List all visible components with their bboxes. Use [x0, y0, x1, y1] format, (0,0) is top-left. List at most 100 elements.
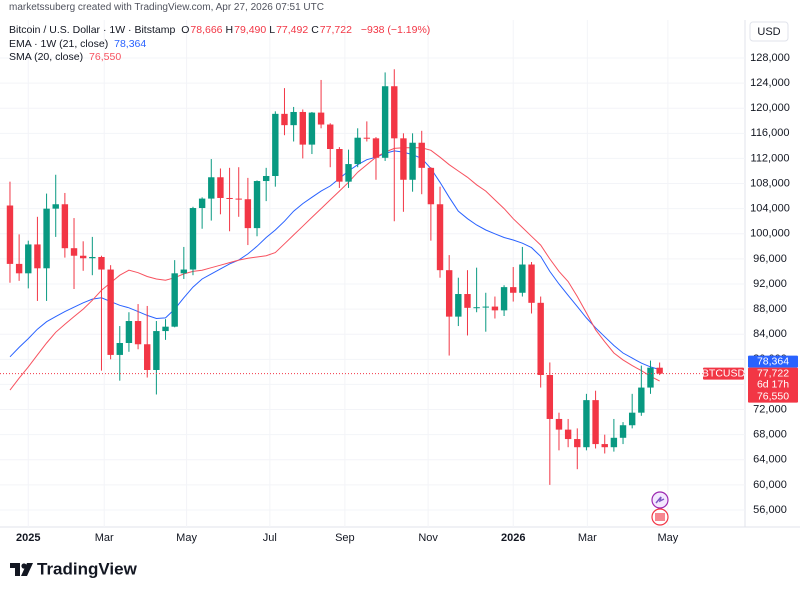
candle-body — [592, 400, 599, 445]
y-tick-label: 128,000 — [750, 52, 790, 64]
ohlc-value: 77,492 — [276, 24, 309, 36]
candle-body — [79, 255, 87, 259]
candle-body — [610, 437, 618, 448]
ohlc-key: O — [181, 24, 190, 36]
candle-body — [528, 264, 535, 303]
x-tick-label: 2025 — [16, 532, 40, 544]
x-tick-label: May — [176, 532, 197, 544]
candle-body — [418, 142, 425, 168]
candle-body — [34, 244, 41, 269]
logo-mark — [10, 563, 20, 576]
y-tick-label: 124,000 — [750, 77, 790, 89]
y-tick-label: 72,000 — [753, 403, 787, 415]
ohlc-value: 77,722 — [319, 24, 352, 36]
candle-body — [436, 204, 444, 271]
y-tick-label: 68,000 — [753, 429, 787, 441]
candle-body — [327, 124, 334, 150]
x-tick-label: Sep — [335, 532, 355, 544]
candle-body — [299, 111, 306, 145]
candle-body — [354, 137, 361, 165]
legend-label: SMA (20, close) — [9, 51, 84, 63]
logo-slash — [21, 563, 33, 576]
candle-body — [244, 199, 252, 229]
sma-price-tag: 76,550 — [757, 390, 789, 402]
candle-body — [638, 387, 645, 413]
currency[interactable]: USD — [757, 26, 780, 38]
ema-price-tag: 78,364 — [757, 355, 789, 367]
candle-body — [162, 326, 169, 332]
legend-label: EMA · 1W (21, close) — [9, 38, 109, 50]
candle-body — [208, 177, 215, 199]
candle-body — [6, 205, 14, 264]
symbol: Bitcoin / U.S. Dollar · 1W · Bitstamp — [9, 24, 176, 36]
attribution: marketssuberg created with TradingView.c… — [9, 2, 324, 13]
candle-body — [555, 418, 563, 430]
candle-body — [628, 412, 636, 426]
x-tick-label: Mar — [578, 532, 597, 544]
brand: TradingView — [37, 559, 138, 578]
candle-body — [52, 204, 59, 209]
ohlc: O78,666 H79,490 L77,492 C77,722 — [181, 24, 355, 36]
close-price-tag: 77,722 — [757, 367, 789, 379]
candle-body — [61, 204, 69, 249]
candle-body — [574, 439, 581, 448]
icon-flag-body — [655, 513, 665, 521]
y-tick-label: 100,000 — [750, 228, 790, 240]
ohlc-key: L — [269, 24, 276, 36]
symbol-tag: BTCUSD — [702, 367, 746, 379]
y-tick-label: 60,000 — [753, 479, 787, 491]
legend-ema: EMA · 1W (21, close) 78,364 — [9, 38, 149, 50]
candle-body — [134, 321, 142, 345]
candle-body — [107, 269, 114, 355]
candle-body — [372, 138, 380, 158]
candle-body — [647, 367, 654, 388]
legend-value: 76,550 — [89, 51, 122, 63]
y-tick-label: 108,000 — [750, 177, 790, 189]
x-tick-label: Mar — [95, 532, 114, 544]
candle-body — [537, 302, 544, 376]
symbol-row: Bitcoin / U.S. Dollar · 1W · Bitstamp O7… — [9, 24, 433, 36]
tv-icons — [651, 491, 669, 526]
axes: 56,00060,00064,00068,00072,00076,00080,0… — [16, 52, 798, 544]
sma-price-tag-bg — [748, 390, 798, 403]
ohlc-value: 79,490 — [234, 24, 267, 36]
candle-body — [189, 208, 197, 270]
y-tick-label: 84,000 — [753, 328, 787, 340]
candle-body — [125, 321, 133, 343]
candle-body — [70, 248, 78, 256]
candle-body — [564, 429, 572, 440]
symbol-tag-bg — [703, 367, 744, 380]
candle-body — [217, 177, 224, 198]
candle-body — [25, 244, 32, 274]
candle-body — [153, 331, 160, 370]
plot-area — [0, 69, 745, 485]
x-tick-label: Nov — [418, 532, 438, 544]
y-tick-label: 96,000 — [753, 253, 787, 265]
candle-body — [409, 142, 416, 180]
y-tick-label: 64,000 — [753, 454, 787, 466]
candle-body — [308, 112, 316, 145]
ohlc-value: 78,666 — [190, 24, 223, 36]
candle-body — [98, 256, 105, 270]
candle-body — [381, 86, 389, 158]
candle-body — [427, 167, 435, 205]
x-tick-label: 2026 — [501, 532, 525, 544]
y-tick-label: 116,000 — [751, 127, 790, 139]
candle-body — [144, 344, 151, 370]
legend-sma: SMA (20, close) 76,550 — [9, 51, 124, 63]
candle-body — [262, 176, 270, 182]
x-tick-label: Jul — [263, 532, 277, 544]
candle-body — [226, 197, 233, 199]
candle-body — [464, 294, 471, 308]
currency-button[interactable] — [749, 21, 789, 42]
candle-body — [198, 198, 206, 209]
candle-body — [15, 263, 23, 274]
close-countdown-bg — [748, 367, 798, 392]
ohlc-key: C — [311, 24, 319, 36]
y-tick-label: 112,000 — [751, 152, 790, 164]
candle-body — [281, 113, 288, 126]
candle-body — [89, 256, 96, 259]
y-tick-label: 92,000 — [753, 278, 787, 290]
